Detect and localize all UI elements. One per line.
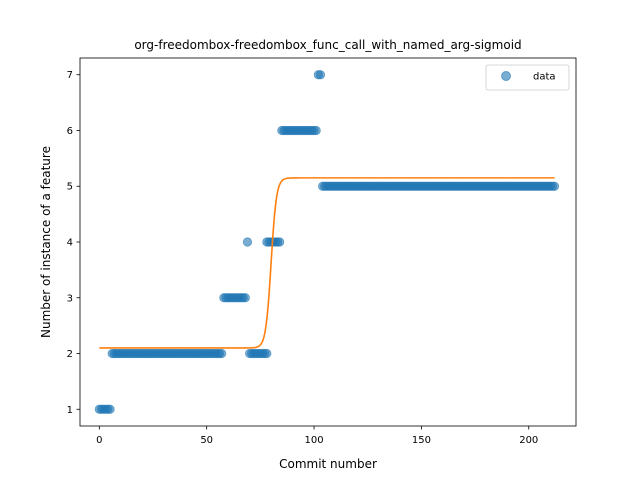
y-tick-label: 6	[67, 126, 73, 137]
y-tick-label: 3	[67, 293, 73, 304]
data-point	[240, 293, 250, 303]
y-tick-label: 4	[67, 238, 73, 249]
chart-title: org-freedombox-freedombox_func_call_with…	[134, 38, 521, 52]
data-point	[262, 348, 272, 359]
x-tick-label: 100	[304, 435, 323, 446]
x-axis-ticks: 0 50 100 150 200	[96, 426, 538, 446]
legend-label-data: data	[533, 72, 556, 83]
data-point	[311, 125, 321, 136]
data-point	[242, 237, 253, 247]
x-tick-label: 0	[96, 435, 102, 446]
y-tick-label: 1	[67, 405, 73, 416]
data-point	[275, 237, 285, 247]
data-point	[105, 404, 115, 414]
x-tick-label: 50	[200, 435, 213, 446]
y-axis-ticks: 1 2 3 4 5 6 7	[67, 70, 80, 416]
legend-marker	[501, 71, 511, 81]
legend: data	[485, 64, 570, 91]
y-tick-label: 2	[67, 349, 73, 360]
sigmoid-fit-line	[99, 177, 555, 349]
data-point	[217, 348, 227, 359]
legend-box	[485, 64, 570, 91]
x-axis-label: Commit number	[279, 457, 377, 471]
data-point	[315, 70, 326, 80]
x-tick-label: 200	[519, 435, 538, 446]
plot-area	[94, 70, 560, 414]
y-tick-label: 7	[67, 70, 73, 81]
y-axis-label: Number of instance of a feature	[39, 146, 53, 338]
x-tick-label: 150	[412, 435, 431, 446]
data-point	[549, 181, 560, 191]
y-tick-label: 5	[67, 182, 73, 193]
